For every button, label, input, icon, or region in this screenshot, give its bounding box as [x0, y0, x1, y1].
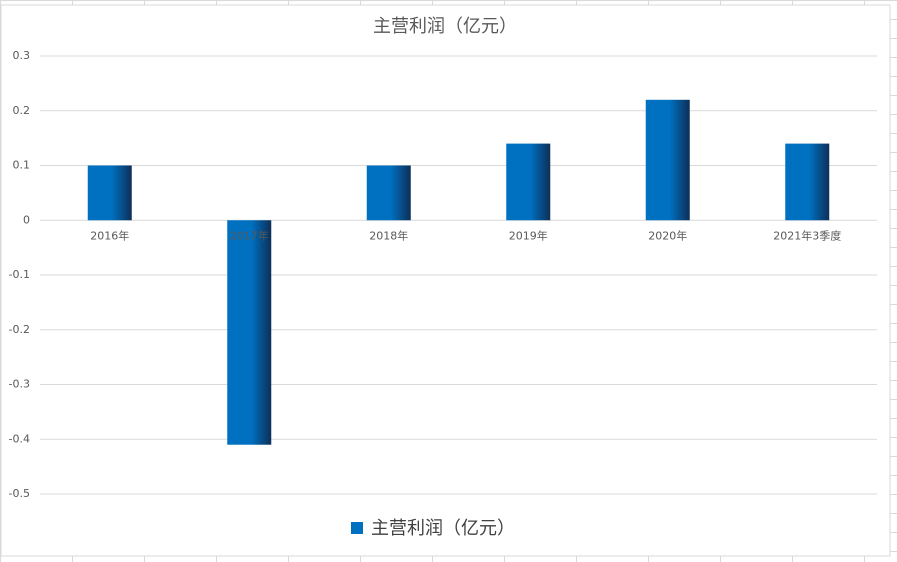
x-tick-label: 2020年 [648, 228, 687, 242]
bar [87, 165, 132, 221]
bar [785, 143, 830, 221]
chart-area [0, 4, 891, 557]
bar [227, 220, 272, 445]
legend-label: 主营利润（亿元） [371, 518, 515, 539]
y-tick-label: 0.2 [13, 104, 31, 117]
legend-swatch [351, 522, 363, 534]
y-tick-label: -0.1 [9, 268, 30, 281]
bar [366, 165, 411, 221]
y-tick-label: -0.3 [9, 378, 30, 391]
y-tick-label: -0.5 [9, 487, 30, 500]
y-tick-label: 0 [23, 213, 30, 226]
y-tick-label: 0.3 [13, 49, 31, 62]
y-tick-label: -0.2 [9, 323, 30, 336]
chart-title: 主营利润（亿元） [373, 16, 517, 37]
x-tick-label: 2018年 [369, 228, 408, 242]
y-tick-label: -0.4 [9, 432, 30, 445]
x-tick-label: 2017年 [230, 228, 269, 242]
y-tick-label: 0.1 [13, 159, 31, 172]
x-tick-label: 2021年3季度 [773, 228, 841, 242]
x-tick-label: 2016年 [90, 228, 129, 242]
x-tick-label: 2019年 [509, 228, 548, 242]
bar [506, 143, 551, 221]
bar [645, 99, 690, 221]
